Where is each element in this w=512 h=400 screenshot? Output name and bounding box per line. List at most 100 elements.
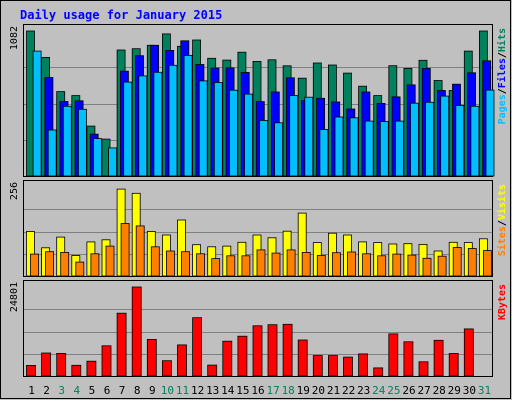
bar-sites-day-25 [392, 253, 402, 277]
bar-sites-day-4 [75, 261, 85, 277]
y-max-label: 256 [9, 182, 20, 200]
bar-kbytes-day-6 [101, 345, 112, 377]
bar-kbytes-day-24 [373, 367, 384, 377]
day-label-29: 29 [448, 384, 461, 397]
bar-sites-day-26 [407, 254, 417, 277]
bar-pages-day-28 [440, 95, 450, 177]
bar-sites-day-3 [60, 251, 70, 277]
bar-pages-day-9 [153, 71, 163, 177]
bar-kbytes-day-8 [131, 286, 142, 377]
day-label-25: 25 [387, 384, 400, 397]
bar-pages-day-20 [319, 129, 329, 177]
bar-kbytes-day-15 [237, 335, 248, 377]
bar-sites-day-31 [482, 250, 492, 277]
bar-pages-day-13 [213, 82, 223, 177]
bar-kbytes-day-30 [463, 328, 474, 377]
bar-kbytes-day-18 [282, 323, 293, 377]
bar-sites-day-5 [90, 253, 100, 277]
bar-pages-day-14 [228, 89, 238, 177]
bar-pages-day-22 [349, 117, 359, 177]
day-label-5: 5 [89, 384, 96, 397]
day-label-23: 23 [357, 384, 370, 397]
legend-sites-visits: Sites/Visits [496, 184, 508, 256]
day-label-17: 17 [266, 384, 279, 397]
day-label-13: 13 [206, 384, 219, 397]
bar-sites-day-7 [120, 223, 130, 277]
bar-pages-day-21 [334, 116, 344, 177]
bar-pages-day-2 [47, 129, 57, 177]
bar-pages-day-30 [470, 105, 480, 177]
bar-sites-day-29 [452, 247, 462, 277]
day-label-1: 1 [28, 384, 35, 397]
bar-sites-day-30 [467, 248, 477, 277]
day-label-9: 9 [149, 384, 156, 397]
bar-kbytes-day-19 [297, 339, 308, 377]
bar-pages-day-15 [244, 93, 253, 177]
bar-sites-day-24 [377, 255, 387, 277]
y-max-label: 24801 [9, 282, 20, 312]
day-label-26: 26 [402, 384, 415, 397]
day-label-4: 4 [73, 384, 80, 397]
bar-kbytes-day-5 [86, 360, 97, 377]
bar-sites-day-22 [347, 251, 356, 277]
bar-kbytes-day-9 [146, 338, 157, 377]
bar-pages-day-19 [304, 96, 314, 177]
day-label-20: 20 [312, 384, 325, 397]
bar-kbytes-day-11 [177, 344, 187, 377]
legend-separator: / [497, 220, 508, 226]
legend-files: Files [496, 58, 508, 88]
bar-sites-day-23 [362, 253, 372, 277]
chart-title: Daily usage for January 2015 [20, 8, 222, 22]
bar-kbytes-day-2 [41, 352, 51, 377]
day-label-18: 18 [282, 384, 295, 397]
bar-sites-day-20 [316, 255, 326, 277]
day-label-10: 10 [161, 384, 174, 397]
bar-pages-day-18 [289, 95, 299, 177]
bar-kbytes-day-21 [327, 355, 338, 377]
bar-pages-day-5 [93, 138, 102, 177]
bar-pages-day-8 [138, 75, 148, 177]
day-label-31: 31 [478, 384, 491, 397]
day-label-21: 21 [327, 384, 340, 397]
bar-sites-day-16 [256, 249, 266, 277]
bar-kbytes-day-26 [403, 341, 414, 377]
bar-sites-day-10 [165, 250, 175, 277]
bar-kbytes-day-16 [252, 325, 263, 377]
bar-pages-day-29 [455, 105, 465, 177]
panel-kbytes: 24801 KBytes [9, 280, 508, 377]
bar-pages-day-4 [78, 108, 87, 177]
legend-pages-files-hits: Pages/Files/Hits [496, 28, 508, 124]
bar-pages-day-7 [123, 81, 133, 177]
legend-kbytes: KBytes [497, 284, 508, 320]
bar-pages-day-12 [198, 80, 208, 177]
bar-kbytes-day-17 [267, 324, 278, 377]
legend-separator: / [497, 52, 508, 58]
bar-sites-day-2 [45, 251, 54, 277]
day-label-22: 22 [342, 384, 355, 397]
bar-kbytes-day-20 [312, 355, 323, 377]
day-label-15: 15 [236, 384, 249, 397]
day-label-14: 14 [221, 384, 235, 397]
day-label-8: 8 [134, 384, 141, 397]
bar-sites-day-14 [226, 255, 236, 277]
bar-sites-day-19 [301, 251, 311, 277]
legend-separator: / [497, 88, 508, 94]
bar-sites-day-21 [331, 252, 341, 277]
bar-kbytes-day-29 [448, 353, 459, 377]
bar-kbytes-day-1 [26, 364, 36, 377]
day-label-27: 27 [417, 384, 430, 397]
bar-sites-day-18 [286, 249, 296, 277]
legend-hits: Hits [496, 28, 508, 52]
legend-kbytes: KBytes [497, 284, 508, 320]
bar-sites-day-27 [422, 257, 432, 277]
day-label-24: 24 [372, 384, 386, 397]
bar-sites-day-13 [211, 258, 221, 277]
day-label-28: 28 [433, 384, 446, 397]
bar-pages-day-16 [259, 120, 269, 177]
bar-kbytes-day-27 [418, 361, 429, 377]
day-label-6: 6 [104, 384, 111, 397]
bar-pages-day-17 [274, 122, 284, 177]
bar-sites-day-6 [105, 245, 115, 277]
